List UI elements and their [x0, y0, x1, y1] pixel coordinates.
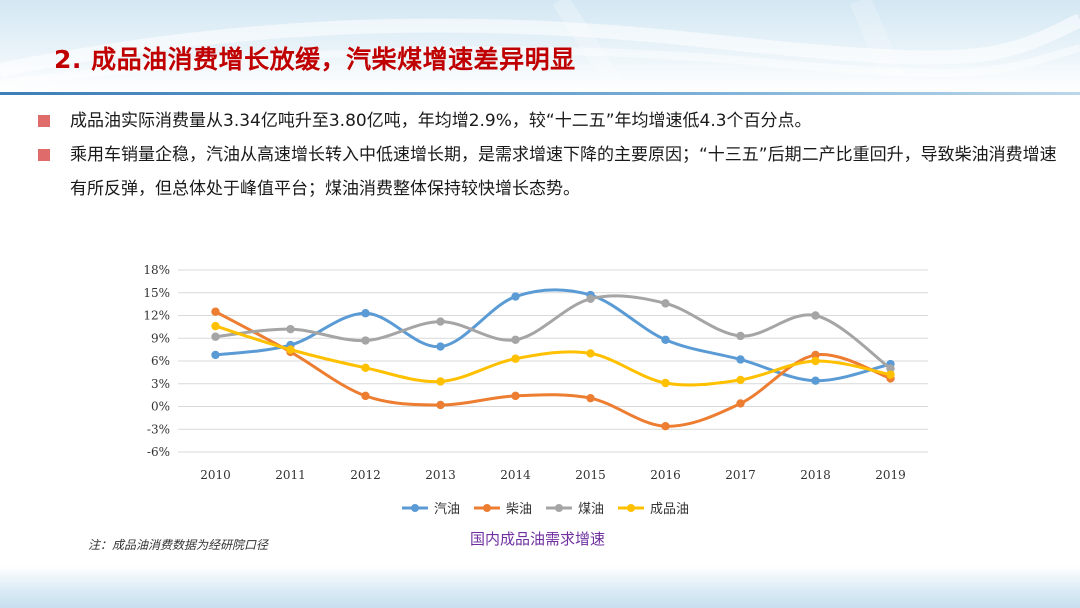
data-point — [586, 349, 595, 358]
series-line — [214, 294, 892, 371]
x-tick-label: 2018 — [800, 468, 831, 482]
y-tick-label: -3% — [147, 422, 170, 436]
y-tick-label: 18% — [143, 263, 170, 277]
data-point — [286, 345, 295, 354]
bullet-item: 成品油实际消费量从3.34亿吨升至3.80亿吨，年均增2.9%，较“十二五”年均… — [38, 104, 1058, 138]
data-point — [661, 378, 670, 388]
data-point — [811, 311, 820, 320]
series-line — [214, 324, 892, 387]
chart-legend: 汽油 柴油 煤油 成品油 — [402, 502, 689, 517]
data-point — [661, 422, 670, 431]
header-decoration — [0, 0, 1080, 92]
data-point — [211, 332, 220, 341]
data-point — [436, 377, 445, 386]
chart-grid — [178, 269, 928, 453]
header-rule — [0, 92, 1080, 95]
x-tick-label: 2019 — [875, 468, 906, 482]
legend-label: 汽油 — [434, 502, 460, 517]
data-point — [511, 335, 520, 344]
y-tick-label: 15% — [143, 286, 170, 300]
data-point — [811, 376, 820, 385]
data-point — [286, 324, 295, 334]
data-point — [436, 317, 445, 326]
data-point — [361, 391, 370, 401]
footer-band — [0, 566, 1080, 608]
data-point — [886, 364, 895, 373]
x-tick-label: 2014 — [500, 468, 531, 482]
data-point — [661, 299, 670, 308]
x-tick-label: 2011 — [275, 468, 306, 482]
data-point — [586, 294, 595, 304]
data-point — [736, 375, 745, 385]
chart-caption: 国内成品油需求增速 — [470, 530, 606, 548]
data-point — [736, 399, 745, 408]
data-point — [811, 356, 820, 366]
y-tick-label: 3% — [151, 377, 170, 391]
data-point — [361, 336, 370, 345]
data-point — [436, 342, 445, 351]
chart-series — [211, 288, 895, 431]
line-chart: -6% -3% 0% 3% 6% 9% 12% 15% 18% 2010 2011 2012 2013… — [143, 263, 928, 517]
y-tick-label: 6% — [151, 354, 170, 368]
data-point — [661, 335, 670, 344]
data-point — [736, 355, 745, 364]
data-point — [211, 307, 220, 316]
legend-label: 煤油 — [578, 502, 604, 517]
header-band — [0, 0, 1080, 92]
data-point — [211, 321, 220, 331]
x-tick-label: 2013 — [425, 468, 456, 482]
y-tick-label: 12% — [143, 309, 170, 323]
legend-marker — [483, 504, 491, 512]
data-point — [211, 350, 220, 360]
x-tick-label: 2016 — [650, 468, 681, 482]
legend-marker — [411, 504, 419, 512]
slide-title: 2. 成品油消费增长放缓，汽柴煤增速差异明显 — [54, 45, 576, 74]
x-tick-label: 2017 — [725, 468, 756, 482]
bullet-item: 乘用车销量企稳，汽油从高速增长转入中低速增长期，是需求增速下降的主要原因；“十三… — [38, 138, 1058, 206]
data-point — [736, 331, 745, 341]
x-tick-label: 2015 — [575, 468, 606, 482]
bullet-text: 成品油实际消费量从3.34亿吨升至3.80亿吨，年均增2.9%，较“十二五”年均… — [70, 111, 812, 131]
x-tick-label: 2010 — [200, 468, 231, 482]
data-point — [511, 354, 520, 363]
data-point — [436, 400, 445, 410]
legend-label: 成品油 — [650, 502, 689, 517]
data-point — [361, 363, 370, 373]
legend-label: 柴油 — [506, 502, 532, 517]
bullet-marker-icon — [38, 115, 50, 127]
bullet-list: 成品油实际消费量从3.34亿吨升至3.80亿吨，年均增2.9%，较“十二五”年均… — [38, 104, 1058, 206]
data-point — [811, 350, 820, 360]
series-line — [214, 310, 892, 428]
x-tick-label: 2012 — [350, 468, 381, 482]
data-point — [361, 309, 370, 318]
data-point — [886, 370, 895, 379]
data-point — [511, 292, 520, 301]
y-tick-label: 0% — [151, 400, 170, 414]
y-axis-ticks: -6% -3% 0% 3% 6% 9% 12% 15% 18% — [143, 263, 170, 459]
legend-marker — [555, 504, 563, 512]
bullet-marker-icon — [38, 149, 50, 161]
y-tick-label: 9% — [151, 331, 170, 345]
x-axis-ticks: 2010 2011 2012 2013 2014 2015 2016 2017 2018 2019 — [200, 468, 906, 482]
bullet-text: 乘用车销量企稳，汽油从高速增长转入中低速增长期，是需求增速下降的主要原因；“十三… — [70, 145, 1057, 199]
legend-marker — [627, 504, 635, 512]
data-point — [511, 391, 520, 401]
y-tick-label: -6% — [147, 445, 170, 459]
chart-container: -6% -3% 0% 3% 6% 9% 12% 15% 18% 2010 2011 2012 2013… — [120, 258, 950, 527]
data-point — [586, 393, 595, 403]
footnote: 注：成品油消费数据为经研院口径 — [88, 538, 269, 552]
